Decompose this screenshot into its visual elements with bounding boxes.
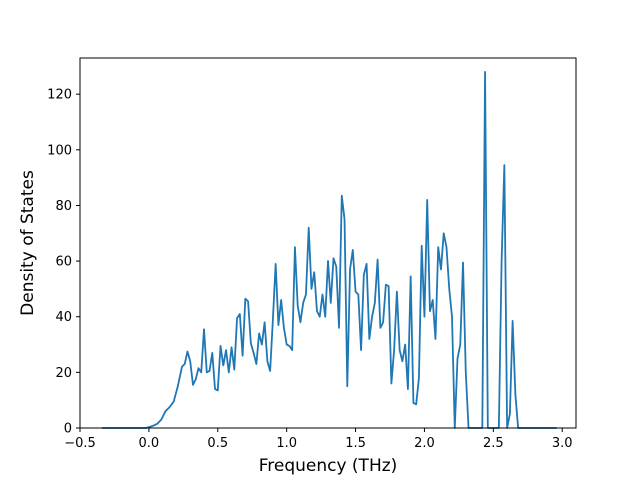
x-tick-label: 0.5	[207, 436, 228, 451]
x-tick-label: 3.0	[552, 436, 573, 451]
x-axis: −0.5 0.0 0.5 1.0 1.5 2.0 2.5 3.0	[64, 428, 573, 451]
dos-series-line-0	[102, 71, 557, 429]
y-tick-label: 0	[64, 422, 72, 437]
x-tick-label: 2.0	[414, 436, 435, 451]
y-tick-label: 60	[55, 255, 72, 270]
x-tick-label: 1.5	[345, 436, 366, 451]
x-tick-label: 2.5	[483, 436, 504, 451]
y-tick-label: 40	[55, 310, 72, 325]
x-tick-label: −0.5	[64, 436, 96, 451]
axes-frame	[79, 57, 577, 429]
plot-lines	[102, 71, 557, 429]
y-tick-label: 80	[55, 199, 72, 214]
y-tick-label: 20	[55, 366, 72, 381]
y-tick-label: 120	[47, 88, 72, 103]
y-axis-title: Density of States	[18, 170, 38, 316]
y-axis: 0 20 40 60 80 100 120	[47, 88, 80, 437]
x-tick-label: 0.0	[139, 436, 160, 451]
y-tick-label: 100	[47, 143, 72, 158]
x-axis-title: Frequency (THz)	[259, 456, 398, 476]
x-tick-label: 1.0	[276, 436, 297, 451]
